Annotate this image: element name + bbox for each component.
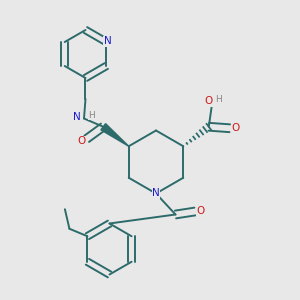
Text: N: N (152, 188, 160, 199)
Text: O: O (232, 123, 240, 133)
Polygon shape (101, 124, 129, 146)
Text: N: N (104, 36, 112, 46)
Text: H: H (215, 95, 222, 104)
Text: O: O (197, 206, 205, 216)
Text: N: N (73, 112, 80, 122)
Text: O: O (77, 136, 86, 146)
Text: H: H (88, 111, 95, 120)
Text: O: O (205, 96, 213, 106)
